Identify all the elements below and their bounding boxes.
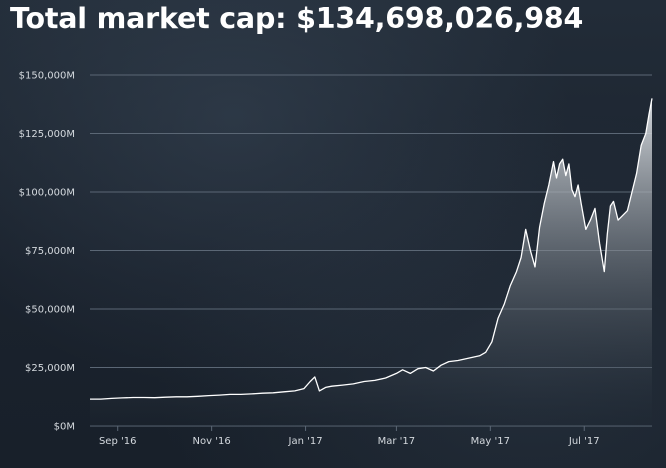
- market-cap-area: [90, 98, 652, 427]
- y-tick-label: $125,000M: [19, 129, 75, 140]
- y-tick-label: $50,000M: [25, 305, 75, 316]
- x-tick-label: Nov '16: [193, 436, 231, 447]
- x-tick-label: May '17: [471, 436, 510, 447]
- y-tick-label: $25,000M: [25, 363, 75, 374]
- market-cap-line: [90, 98, 653, 400]
- y-tick-label: $100,000M: [19, 188, 75, 199]
- x-axis-ticks: Sep '16 Nov '16 Jan '17 Mar '17 May '17 Jul '…: [99, 426, 600, 447]
- x-tick-label: Jan '17: [288, 436, 323, 447]
- y-tick-label: $0M: [54, 422, 75, 433]
- y-tick-label: $150,000M: [19, 71, 75, 82]
- page-title: Total market cap: $134,698,026,984: [10, 2, 584, 35]
- x-tick-label: Sep '16: [99, 436, 137, 447]
- series-layer: [90, 98, 653, 427]
- y-tick-label: $75,000M: [25, 246, 75, 257]
- y-axis-ticks: $0M $25,000M $50,000M $75,000M $100,000M $125…: [19, 71, 75, 433]
- x-tick-label: Jul '17: [568, 436, 600, 447]
- x-tick-label: Mar '17: [378, 436, 416, 447]
